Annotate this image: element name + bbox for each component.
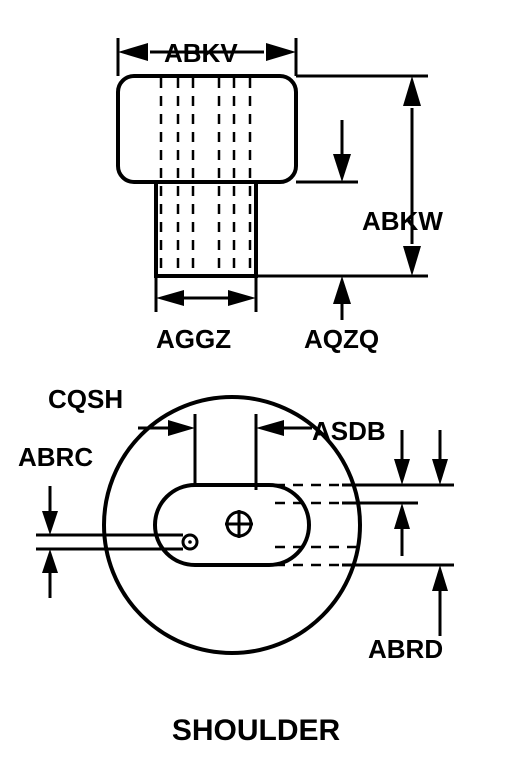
- dim-aqzq: AQZQ: [304, 276, 379, 354]
- slot-extension-dashes: [275, 485, 358, 565]
- label-aqzq: AQZQ: [304, 324, 379, 354]
- title: SHOULDER: [172, 714, 341, 747]
- hidden-lines: [161, 78, 250, 276]
- dim-head-height: [296, 120, 358, 182]
- label-abrd: ABRD: [368, 634, 443, 664]
- label-aggz: AGGZ: [156, 324, 231, 354]
- label-abrc: ABRC: [18, 442, 93, 472]
- dim-abkw: ABKW: [256, 76, 443, 276]
- center-mark: [225, 510, 253, 538]
- label-asdb: ASDB: [312, 416, 386, 446]
- diagram-canvas: ABKV ABKW AQZQ AGGZ: [0, 0, 512, 771]
- dim-asdb: ASDB: [312, 416, 418, 556]
- dim-abrc: ABRC: [18, 442, 183, 598]
- label-abkw: ABKW: [362, 206, 443, 236]
- dim-cqsh: CQSH: [48, 384, 312, 490]
- dim-aggz: AGGZ: [156, 276, 256, 354]
- small-circle: [183, 535, 197, 549]
- label-cqsh: CQSH: [48, 384, 123, 414]
- label-abkv: ABKV: [164, 38, 238, 68]
- dim-abkv: ABKV: [118, 38, 296, 76]
- head-outline: [118, 76, 296, 182]
- shoulder-outline: [156, 182, 256, 276]
